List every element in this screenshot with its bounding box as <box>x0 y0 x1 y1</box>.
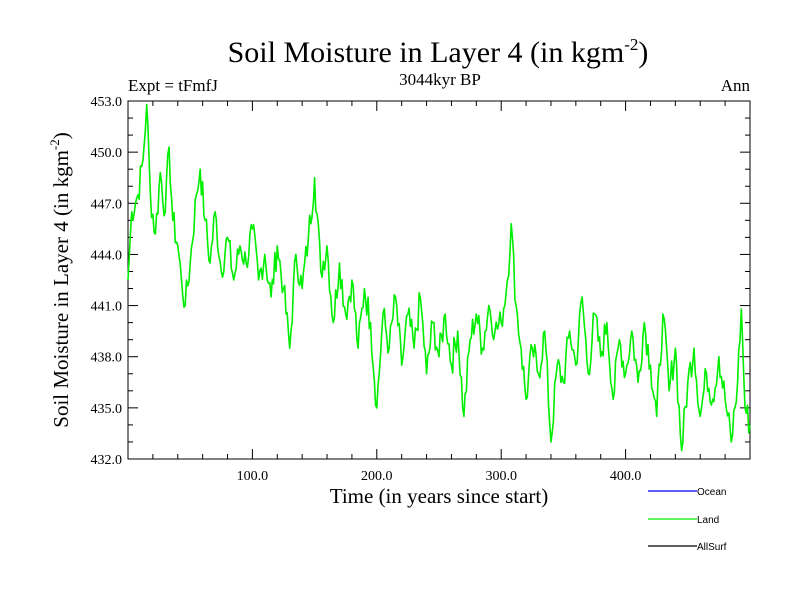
y-tick-label: 453.0 <box>91 95 123 110</box>
y-tick-label: 438.0 <box>91 351 123 366</box>
x-tick-label: 200.0 <box>361 469 393 484</box>
y-tick-label: 432.0 <box>91 453 123 468</box>
series-layer <box>127 103 751 452</box>
y-tick-label: 441.0 <box>91 300 123 315</box>
y-axis-title: Soil Moisture in Layer 4 (in kgm-2) <box>47 132 73 427</box>
y-tick-label: 447.0 <box>91 197 123 212</box>
y-tick-label: 435.0 <box>91 402 123 417</box>
period-label: 3044kyr BP <box>399 70 481 89</box>
legend-label-allsurf: AllSurf <box>697 542 727 553</box>
x-axis-ticks: 100.0 200.0 300.0 400.0 <box>152 101 726 484</box>
x-axis-title: Time (in years since start) <box>330 484 549 508</box>
x-tick-label: 100.0 <box>237 469 269 484</box>
series-line-land <box>127 103 751 452</box>
chart-title: Soil Moisture in Layer 4 (in kgm-2) <box>228 35 649 69</box>
y-axis-ticks: 432.0 435.0 438.0 441.0 444.0 447.0 450.0 453.0 <box>91 95 750 468</box>
season-label: Ann <box>721 76 751 95</box>
legend-label-ocean: Ocean <box>697 487 726 498</box>
x-tick-label: 400.0 <box>610 469 642 484</box>
plot-frame <box>127 100 751 460</box>
legend-label-land: Land <box>697 515 719 526</box>
y-tick-label: 450.0 <box>91 146 123 161</box>
x-tick-label: 300.0 <box>485 469 517 484</box>
legend: Ocean Land AllSurf <box>648 487 727 553</box>
experiment-label: Expt = tFmfJ <box>128 76 218 95</box>
y-tick-label: 444.0 <box>91 248 123 263</box>
